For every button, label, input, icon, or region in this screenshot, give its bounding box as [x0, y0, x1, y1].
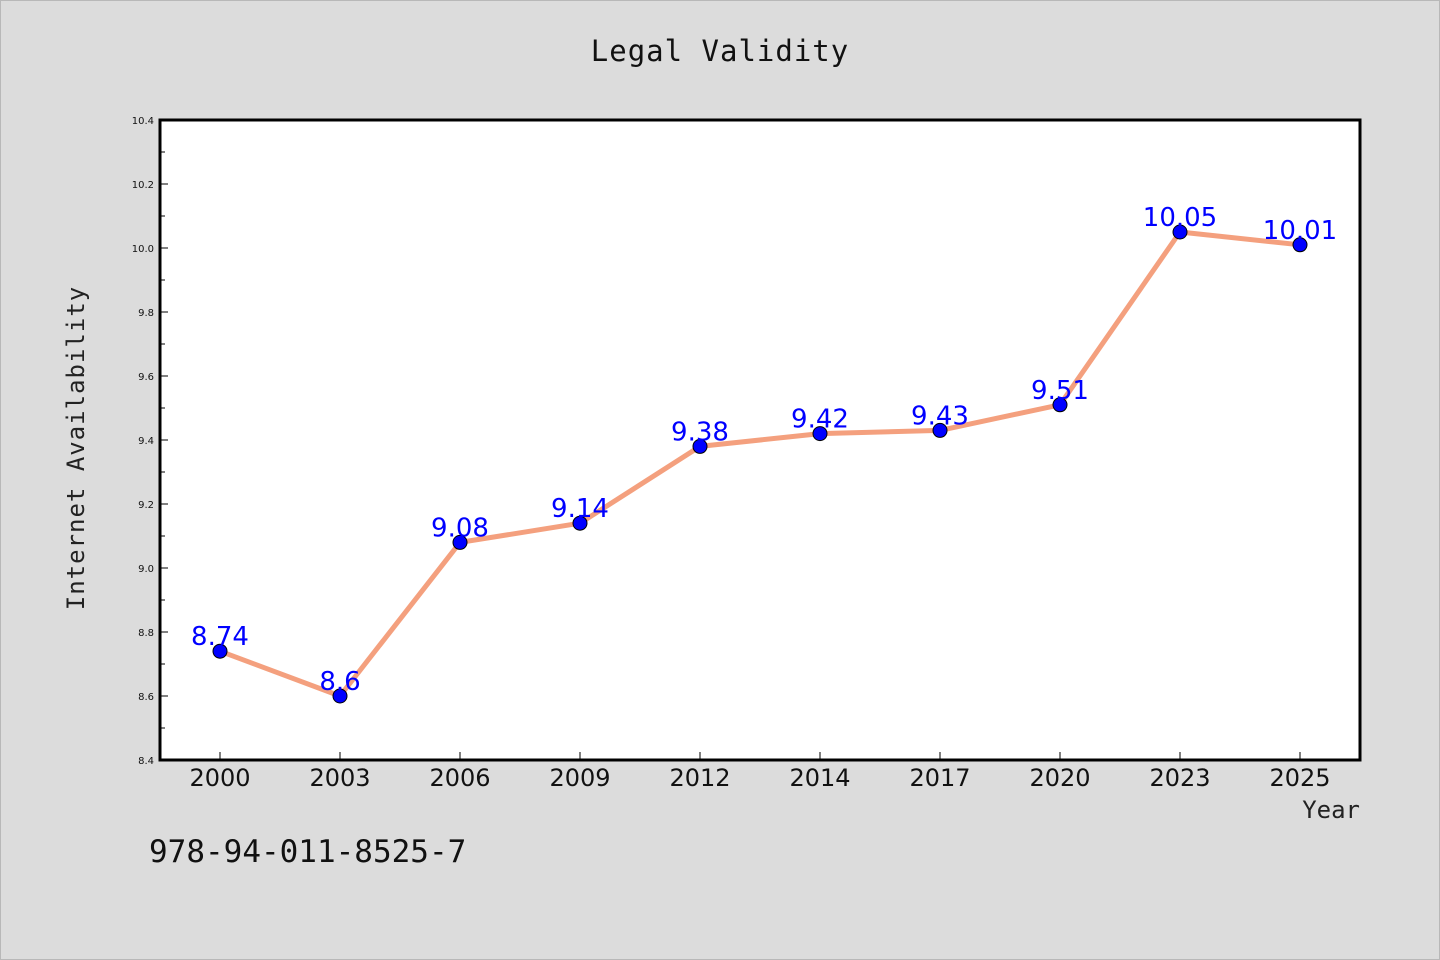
- y-tick-label: 9.2: [138, 500, 154, 511]
- x-tick-label: 2020: [1029, 764, 1090, 792]
- data-point: [1292, 237, 1308, 253]
- data-label: 9.51: [1031, 376, 1089, 406]
- y-axis: 8.4 8.6 8.8 9.0 9.2 9.4 9.6 9.8 10.0 10.2 10.4: [132, 116, 168, 767]
- data-label: 8.6: [319, 667, 360, 697]
- y-tick-label: 8.6: [138, 692, 154, 703]
- x-tick-label: 2003: [309, 764, 370, 792]
- isbn-text: 978-94-011-8525-7: [149, 834, 467, 870]
- data-point: [1172, 224, 1188, 240]
- x-tick-label: 2009: [549, 764, 610, 792]
- series-line-group: [219, 229, 1301, 699]
- y-tick-label: 9.0: [138, 564, 154, 575]
- data-point: [452, 534, 468, 550]
- y-tick-label: 9.8: [138, 308, 154, 319]
- y-tick-label: 9.6: [138, 372, 154, 383]
- data-point: [332, 688, 348, 704]
- data-label: 9.38: [671, 417, 729, 447]
- y-tick-label: 10.2: [132, 180, 154, 191]
- series-line: [219, 229, 1301, 699]
- x-tick-label: 2025: [1269, 764, 1330, 792]
- y-tick-label: 9.4: [138, 436, 154, 447]
- x-axis: 2000 2003 2006 2009 2012 2014 2017 2020 2023 2025: [189, 752, 1331, 792]
- chart-title: Legal Validity: [590, 34, 850, 68]
- y-tick-label: 8.4: [138, 756, 154, 767]
- data-point: [692, 438, 708, 454]
- x-tick-label: 2017: [909, 764, 970, 792]
- y-tick-label: 10.0: [132, 244, 154, 255]
- data-label: 9.43: [911, 401, 969, 431]
- x-tick-label: 2012: [669, 764, 730, 792]
- x-tick-label: 2006: [429, 764, 490, 792]
- data-label: 8.74: [191, 622, 249, 652]
- data-point: [812, 426, 828, 442]
- data-label: 10.01: [1263, 216, 1337, 246]
- y-tick-label: 8.8: [138, 628, 154, 639]
- data-label: 9.08: [431, 513, 489, 543]
- data-labels-group: 8.74 8.6 9.08 9.14 9.38 9.42 9.43 9.51 10.05 10.0…: [191, 203, 1337, 697]
- x-tick-label: 2023: [1149, 764, 1210, 792]
- data-point: [572, 515, 588, 531]
- x-tick-label: 2000: [189, 764, 250, 792]
- data-label: 10.05: [1143, 203, 1217, 233]
- data-point: [1052, 397, 1068, 413]
- data-label: 9.42: [791, 405, 849, 435]
- data-point: [212, 643, 228, 659]
- data-point: [932, 422, 948, 438]
- data-label: 9.14: [551, 494, 609, 524]
- x-tick-label: 2014: [789, 764, 850, 792]
- y-tick-label: 10.4: [132, 116, 154, 127]
- markers-group: [212, 224, 1308, 704]
- x-axis-label: Year: [1302, 796, 1360, 824]
